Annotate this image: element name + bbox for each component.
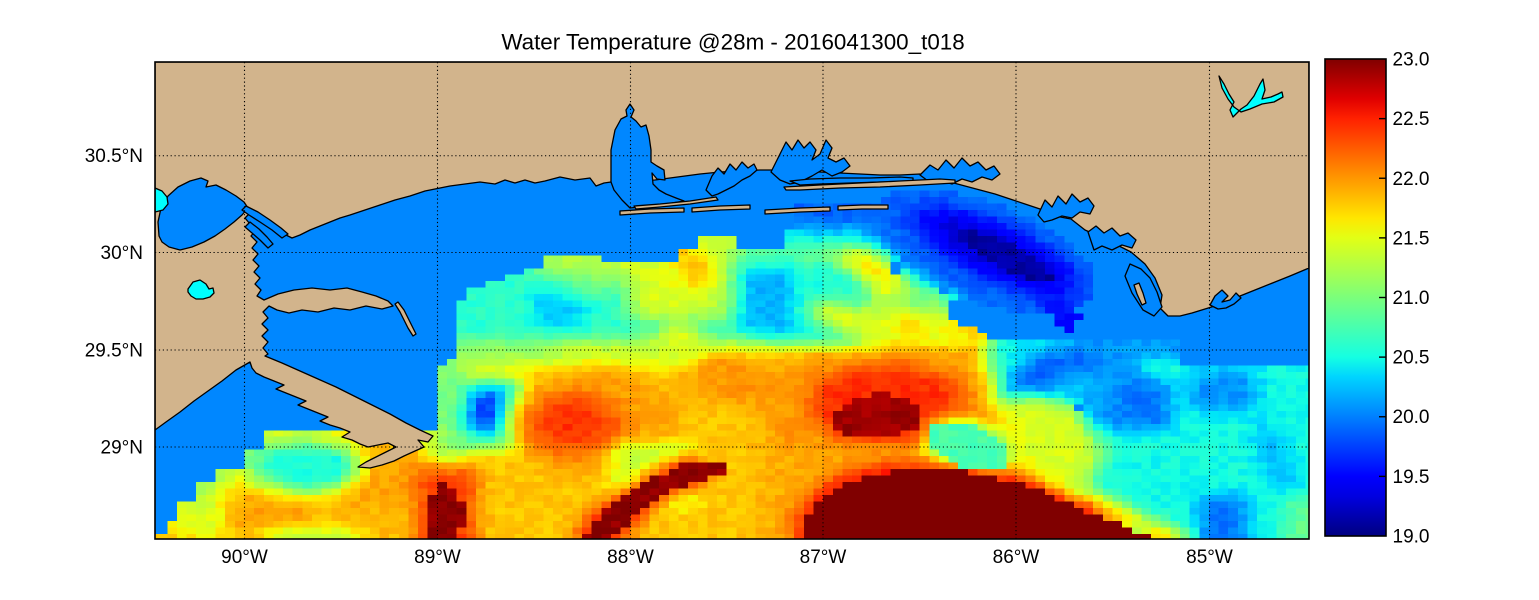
svg-text:22.5: 22.5: [1393, 109, 1430, 130]
svg-text:30°N: 30°N: [101, 243, 143, 264]
svg-text:87°W: 87°W: [800, 547, 847, 568]
svg-text:20.0: 20.0: [1393, 407, 1430, 428]
svg-text:85°W: 85°W: [1186, 547, 1233, 568]
svg-text:19.0: 19.0: [1393, 527, 1430, 548]
svg-text:23.0: 23.0: [1393, 50, 1430, 71]
svg-text:21.0: 21.0: [1393, 288, 1430, 309]
svg-text:90°W: 90°W: [221, 547, 268, 568]
svg-text:20.5: 20.5: [1393, 348, 1430, 369]
svg-text:86°W: 86°W: [993, 547, 1040, 568]
svg-text:89°W: 89°W: [414, 547, 461, 568]
svg-text:29°N: 29°N: [101, 438, 143, 459]
svg-text:30.5°N: 30.5°N: [85, 146, 143, 167]
svg-text:Water Temperature @28m - 20160: Water Temperature @28m - 2016041300_t018: [501, 30, 964, 55]
svg-text:22.0: 22.0: [1393, 169, 1430, 190]
svg-text:29.5°N: 29.5°N: [85, 341, 143, 362]
svg-text:19.5: 19.5: [1393, 467, 1430, 488]
svg-text:21.5: 21.5: [1393, 228, 1430, 249]
svg-text:88°W: 88°W: [607, 547, 654, 568]
